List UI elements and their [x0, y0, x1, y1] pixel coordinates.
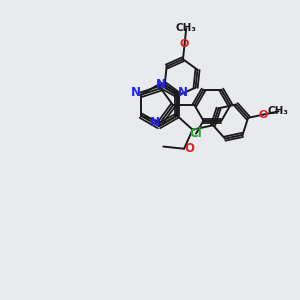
Text: N: N	[177, 86, 188, 99]
Text: O: O	[180, 39, 189, 49]
Text: CH₃: CH₃	[268, 106, 289, 116]
Text: CH₃: CH₃	[176, 23, 197, 33]
Text: O: O	[259, 110, 268, 120]
Text: N: N	[150, 116, 161, 129]
Text: N: N	[130, 86, 140, 99]
Text: Cl: Cl	[190, 127, 202, 140]
Text: O: O	[184, 142, 194, 155]
Text: N: N	[156, 78, 166, 91]
